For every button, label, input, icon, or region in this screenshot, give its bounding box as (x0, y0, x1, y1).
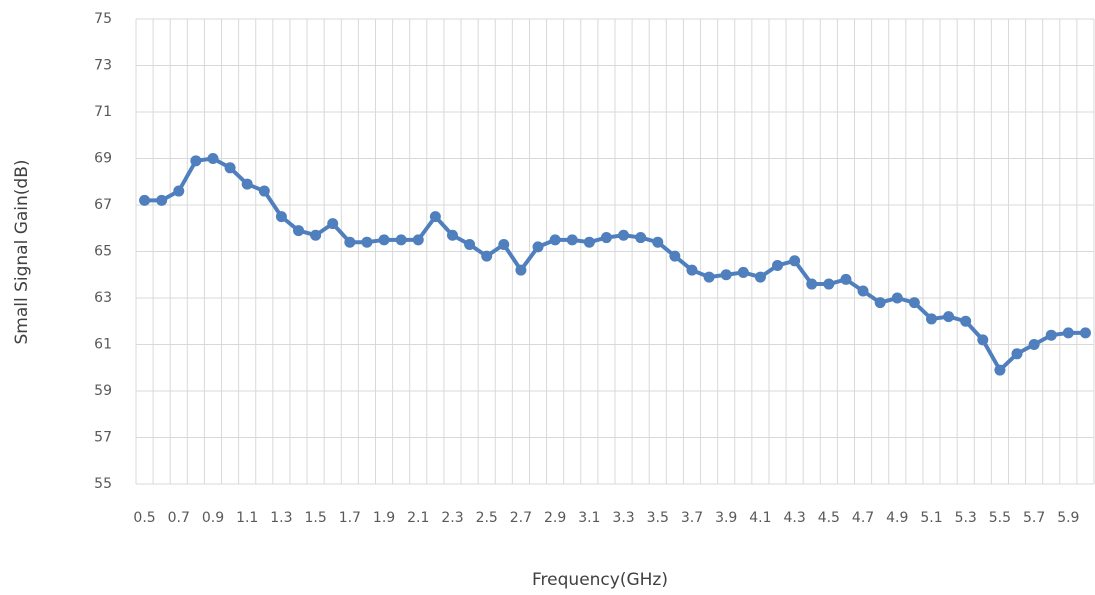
x-tick-label: 1.9 (373, 510, 395, 526)
x-tick-label: 1.1 (236, 510, 258, 526)
data-point (258, 185, 270, 197)
data-point (361, 236, 373, 248)
data-point (840, 273, 852, 285)
data-point (772, 259, 784, 271)
data-point (600, 232, 612, 244)
data-point (823, 278, 835, 290)
y-axis-title: Small Signal Gain(dB) (12, 159, 32, 344)
data-point (1045, 329, 1057, 341)
data-point (618, 229, 630, 241)
x-tick-label: 1.3 (270, 510, 292, 526)
y-tick-label: 75 (94, 11, 112, 27)
data-point (686, 264, 698, 276)
data-point (310, 229, 322, 241)
data-point (1011, 348, 1023, 360)
x-tick-label: 5.3 (955, 510, 977, 526)
data-point (173, 185, 185, 197)
data-point (754, 271, 766, 283)
x-tick-label: 1.7 (339, 510, 361, 526)
x-tick-label: 0.7 (168, 510, 190, 526)
data-point (190, 155, 202, 167)
y-tick-label: 69 (94, 151, 112, 167)
data-point (327, 218, 339, 230)
data-point (429, 211, 441, 223)
x-tick-label: 2.9 (544, 510, 566, 526)
y-tick-label: 65 (94, 244, 112, 260)
x-tick-label: 5.1 (920, 510, 942, 526)
x-tick-label: 4.3 (783, 510, 805, 526)
y-tick-label: 63 (94, 290, 112, 306)
data-point (1079, 327, 1091, 339)
x-tick-label: 3.7 (681, 510, 703, 526)
data-point (925, 313, 937, 325)
x-tick-label: 3.3 (612, 510, 634, 526)
data-point (720, 269, 732, 281)
y-tick-label: 55 (94, 476, 112, 492)
data-point (806, 278, 818, 290)
x-tick-label: 4.1 (749, 510, 771, 526)
y-tick-label: 71 (94, 104, 112, 120)
data-point (378, 234, 390, 246)
data-point (635, 232, 647, 244)
data-point (652, 236, 664, 248)
x-tick-label: 3.9 (715, 510, 737, 526)
data-point (1028, 339, 1040, 350)
data-point (481, 250, 493, 262)
x-tick-label: 5.5 (989, 510, 1011, 526)
data-point (789, 255, 801, 267)
data-point (703, 271, 715, 283)
data-point (891, 292, 903, 304)
data-point (943, 311, 955, 323)
x-tick-label: 4.7 (852, 510, 874, 526)
data-point (241, 178, 253, 190)
data-point (515, 264, 527, 276)
data-point (737, 266, 749, 278)
x-tick-label: 5.7 (1023, 510, 1045, 526)
data-point (207, 153, 219, 164)
data-point (224, 162, 236, 174)
x-tick-label: 2.3 (441, 510, 463, 526)
x-tick-label: 3.5 (647, 510, 669, 526)
x-tick-label: 0.9 (202, 510, 224, 526)
data-point (412, 234, 424, 246)
data-point (1062, 327, 1074, 339)
x-tick-label: 2.7 (510, 510, 532, 526)
x-tick-label: 2.1 (407, 510, 429, 526)
data-point (583, 236, 595, 248)
data-point (464, 239, 476, 251)
data-point (395, 234, 407, 246)
data-point (977, 334, 989, 346)
x-axis-title: Frequency(GHz) (532, 570, 668, 590)
x-tick-label: 5.9 (1057, 510, 1079, 526)
y-tick-label: 73 (94, 58, 112, 74)
data-point (908, 297, 920, 309)
data-point (960, 315, 972, 327)
data-point (139, 194, 151, 206)
data-point (874, 297, 886, 309)
data-point (156, 194, 168, 206)
x-tick-label: 4.5 (818, 510, 840, 526)
x-tick-label: 4.9 (886, 510, 908, 526)
y-tick-label: 67 (94, 197, 112, 213)
data-point (532, 241, 544, 253)
y-tick-label: 57 (94, 430, 112, 446)
x-tick-label: 1.5 (304, 510, 326, 526)
data-point (498, 239, 510, 251)
data-point (344, 236, 356, 248)
x-tick-label: 3.1 (578, 510, 600, 526)
x-tick-label: 2.5 (476, 510, 498, 526)
x-tick-label: 0.5 (133, 510, 155, 526)
data-point (549, 234, 561, 246)
data-point (669, 250, 681, 262)
y-tick-label: 59 (94, 383, 112, 399)
data-point (293, 225, 305, 237)
data-point (275, 211, 287, 223)
y-tick-label: 61 (94, 337, 112, 353)
data-point (994, 364, 1006, 376)
data-point (566, 234, 578, 246)
data-point (857, 285, 869, 297)
data-point (446, 229, 458, 241)
